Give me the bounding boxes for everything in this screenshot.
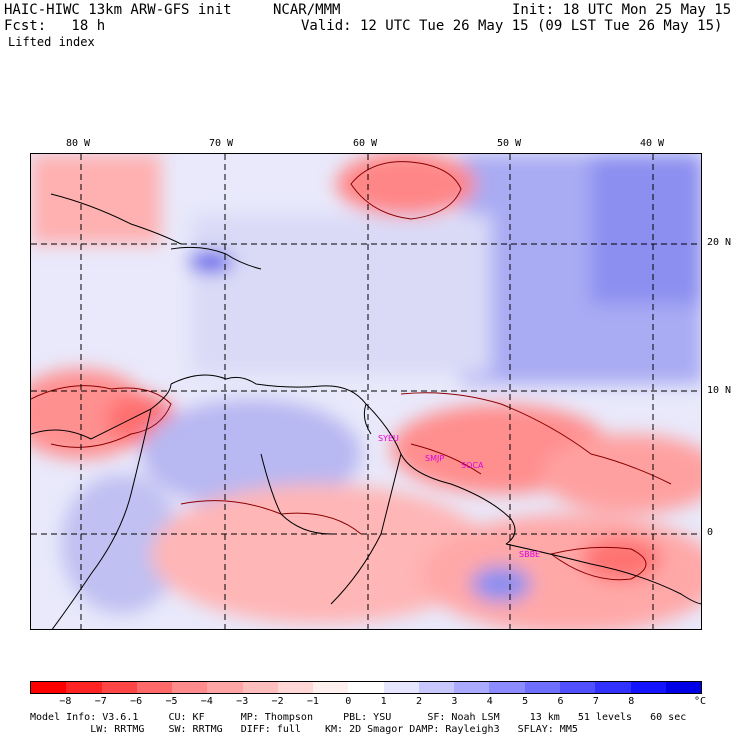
org-label: NCAR/MMM xyxy=(273,2,341,18)
lat-label-20n: 20 N xyxy=(707,237,732,248)
colorbar-tick-label: −7 xyxy=(94,696,107,707)
colorbar-swatch xyxy=(242,682,278,693)
colorbar-swatch xyxy=(101,682,137,693)
field-title: Lifted index xyxy=(8,35,95,49)
colorbar-tick-label: 4 xyxy=(486,696,493,707)
colorbar-swatch xyxy=(383,682,419,693)
lon-label-60w: 60 W xyxy=(353,138,378,149)
colorbar-tick-label: 1 xyxy=(380,696,387,707)
station-label: SYEU xyxy=(378,434,399,443)
colorbar-tick-label: 7 xyxy=(592,696,599,707)
colorbar-tick-label: 5 xyxy=(522,696,529,707)
lat-label-0: 0 xyxy=(707,527,714,538)
colorbar-tick-label: 6 xyxy=(557,696,564,707)
station-label: SBBE xyxy=(519,550,540,559)
map-panel: SYEU SMJP SOCA SBBE xyxy=(30,153,702,630)
lon-label-40w: 40 W xyxy=(640,138,665,149)
station-label: SMJP xyxy=(425,454,444,463)
colorbar-swatch xyxy=(630,682,666,693)
colorbar-swatch xyxy=(559,682,596,693)
valid-time: Valid: 12 UTC Tue 26 May 15 (09 LST Tue … xyxy=(301,18,723,34)
colorbar-swatch xyxy=(277,682,314,693)
lon-label-50w: 50 W xyxy=(497,138,522,149)
colorbar-tick-label: 8 xyxy=(628,696,635,707)
colorbar-tick-label: −6 xyxy=(130,696,143,707)
colorbar-tick-label: −4 xyxy=(200,696,213,707)
colorbar-swatch xyxy=(207,682,243,693)
colorbar-swatch xyxy=(136,682,173,693)
lon-label-80w: 80 W xyxy=(66,138,91,149)
colorbar xyxy=(30,681,702,694)
colorbar-tick-label: −5 xyxy=(165,696,178,707)
colorbar-tick-label: −2 xyxy=(271,696,284,707)
forecast-hour: Fcst: 18 h xyxy=(4,18,106,34)
colorbar-tick-label: −3 xyxy=(236,696,249,707)
colorbar-swatch xyxy=(172,682,208,693)
colorbar-swatch xyxy=(595,682,631,693)
colorbar-swatch xyxy=(66,682,102,693)
colorbar-tick-label: −8 xyxy=(59,696,72,707)
colorbar-unit: °C xyxy=(694,696,707,707)
colorbar-tick-label: 2 xyxy=(416,696,423,707)
lifted-index-map: SYEU SMJP SOCA SBBE xyxy=(31,154,701,629)
colorbar-swatch xyxy=(489,682,525,693)
colorbar-swatch xyxy=(524,682,560,693)
model-title: HAIC-HIWC 13km ARW-GFS init xyxy=(4,2,232,18)
colorbar-tick-label: −1 xyxy=(306,696,319,707)
colorbar-tick-label: 3 xyxy=(451,696,458,707)
lon-label-70w: 70 W xyxy=(209,138,234,149)
init-time: Init: 18 UTC Mon 25 May 15 xyxy=(512,2,732,18)
model-info-line2: LW: RRTMG SW: RRTMG DIFF: full KM: 2D Sm… xyxy=(30,724,578,735)
colorbar-swatch xyxy=(665,682,702,693)
lat-label-10n: 10 N xyxy=(707,385,732,396)
colorbar-swatch xyxy=(454,682,490,693)
station-label: SOCA xyxy=(461,461,484,470)
colorbar-tick-label: 0 xyxy=(345,696,352,707)
colorbar-swatch xyxy=(348,682,384,693)
colorbar-swatch xyxy=(418,682,455,693)
colorbar-swatch xyxy=(31,682,67,693)
colorbar-swatch xyxy=(313,682,349,693)
model-info-line1: Model Info: V3.6.1 CU: KF MP: Thompson P… xyxy=(30,712,687,723)
